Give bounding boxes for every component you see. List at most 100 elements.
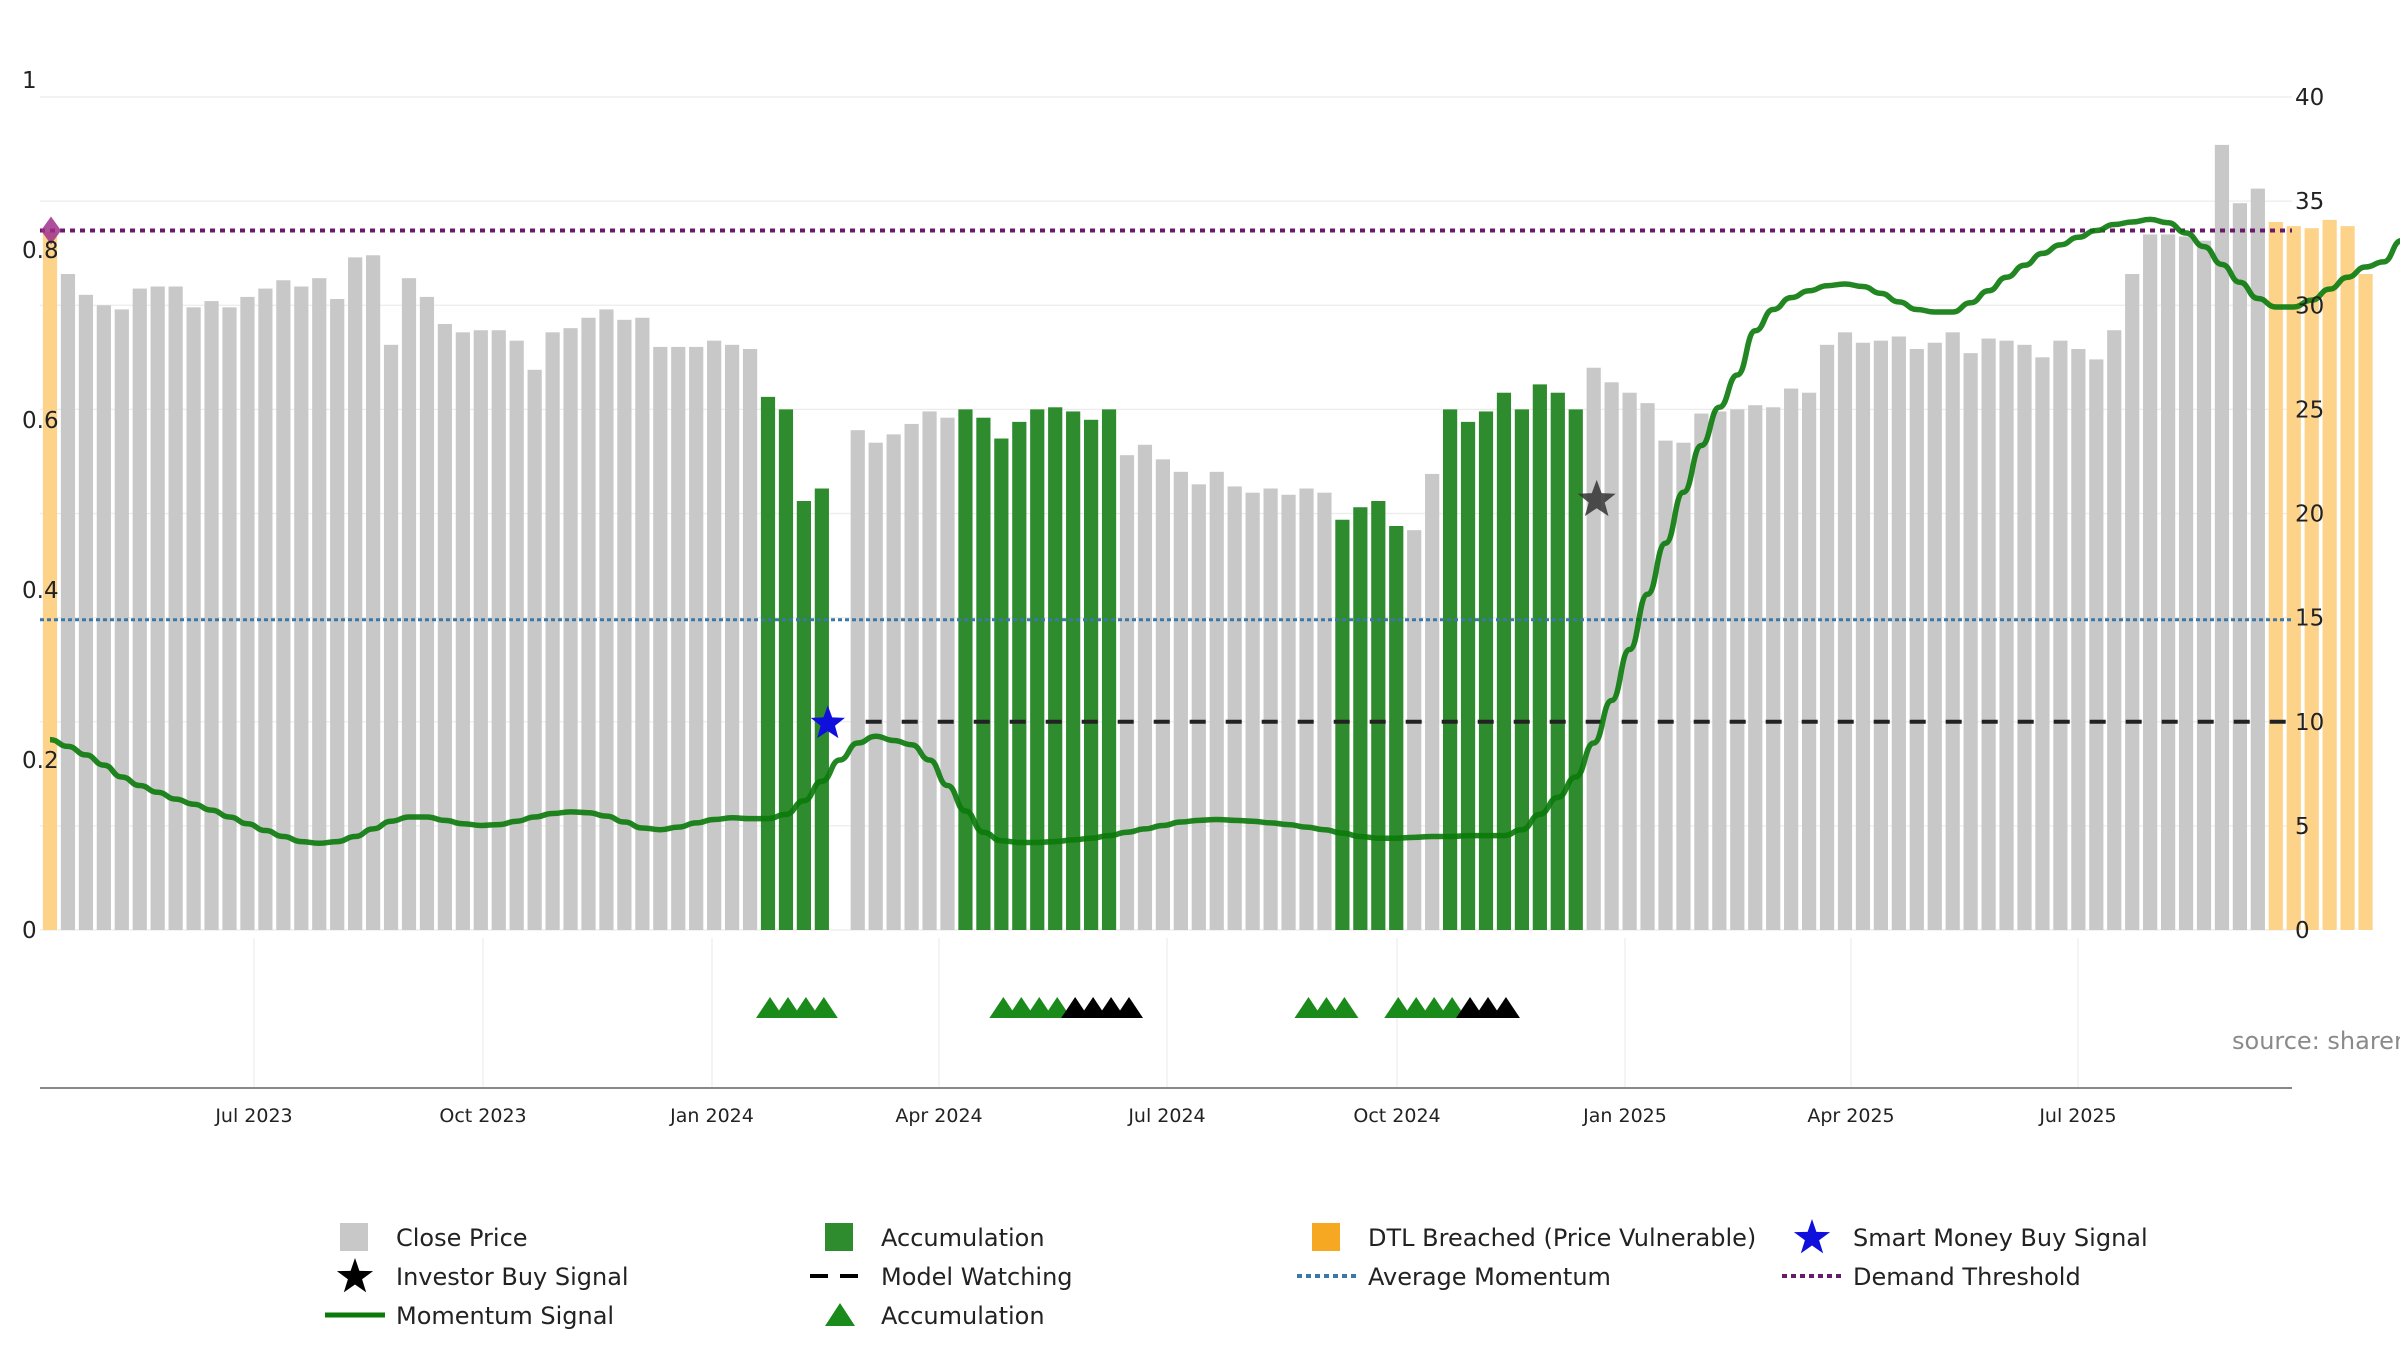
close-price-bar (258, 288, 273, 931)
close-price-bar (2161, 234, 2176, 930)
close-price-bar (1658, 440, 1673, 930)
close-price-bar (1712, 411, 1727, 930)
accumulation-bar (1443, 409, 1458, 930)
left-tick-label: 1 (22, 68, 37, 94)
close-price-bar (1999, 340, 2014, 931)
accumulation-triangle (989, 997, 1018, 1018)
close-price-bar (527, 369, 542, 930)
legend-accumulation-triangle-icon (825, 1303, 855, 1326)
accumulation-bar (1353, 507, 1368, 930)
close-price-bar (1604, 382, 1619, 930)
close-price-bar (1730, 409, 1745, 930)
legend-label: Smart Money Buy Signal (1853, 1224, 2148, 1252)
close-price-bar (1281, 494, 1296, 930)
close-price-bar (437, 323, 452, 930)
legend-accumulation-icon (825, 1223, 853, 1251)
x-tick-label: Jan 2024 (669, 1105, 754, 1127)
x-tick-label: Jul 2023 (214, 1105, 292, 1127)
close-price-bar (940, 417, 955, 931)
source-label: source: sharemaestro.com (2232, 1027, 2400, 1055)
accumulation-bar (778, 409, 794, 930)
close-price-bar (1407, 530, 1422, 930)
close-price-bar (1694, 413, 1709, 930)
close-price-bar (312, 278, 327, 930)
watch-triangle (1115, 997, 1143, 1018)
left-tick-label: 0.6 (22, 408, 59, 434)
close-price-bar (671, 346, 686, 930)
accumulation-bar (1101, 409, 1117, 930)
close-price-bar (2232, 203, 2247, 930)
legend-label: Accumulation (881, 1302, 1045, 1330)
accumulation-bar (976, 417, 991, 931)
x-tick-label: Jul 2024 (1127, 1105, 1205, 1127)
close-price-bar (725, 344, 740, 930)
close-price-bar (1873, 340, 1888, 931)
close-price-bar (617, 319, 632, 930)
right-tick-label: 10 (2295, 710, 2324, 736)
smart-money-buy-marker (810, 705, 845, 739)
accumulation-triangle (791, 997, 820, 1018)
close-price-bar (1748, 405, 1763, 931)
reference-lines (40, 228, 2292, 724)
momentum-signal-line (49, 216, 2400, 847)
accumulation-triangle (1420, 997, 1449, 1018)
accumulation-bar (1532, 384, 1547, 930)
accumulation-bar (958, 409, 973, 930)
legend-label: Accumulation (881, 1224, 1045, 1252)
right-tick-label: 25 (2295, 397, 2324, 423)
accumulation-bar (1048, 407, 1063, 931)
right-tick-label: 35 (2295, 189, 2324, 215)
right-tick-label: 30 (2295, 293, 2324, 319)
close-price-bar (2125, 274, 2140, 930)
investor-buy-marker (1577, 479, 1616, 517)
legend-label: Model Watching (881, 1263, 1073, 1291)
legend-investor-buy-icon (336, 1258, 374, 1293)
x-axis: Jul 2023 Oct 2023 Jan 2024 Apr 2024 Jul 2024… (40, 1087, 2292, 1127)
close-price-bar (1586, 367, 1601, 931)
close-price-bar (1245, 492, 1260, 930)
dtl-breached-bar (2322, 219, 2337, 930)
close-price-bar (599, 309, 614, 930)
close-price-bar (1837, 332, 1853, 930)
close-price-bar (96, 305, 111, 930)
close-price-bar (240, 296, 255, 930)
close-price-bar (383, 344, 399, 930)
x-tick-label: Apr 2024 (895, 1105, 982, 1127)
close-price-bar (1317, 492, 1332, 930)
close-price-bar (922, 411, 937, 930)
accumulation-triangle (1312, 997, 1341, 1018)
legend-dtl-icon (1312, 1223, 1340, 1251)
price-bars (42, 144, 2373, 931)
accumulation-triangle (1330, 997, 1359, 1018)
close-price-bar (330, 299, 345, 930)
accumulation-triangle (773, 997, 802, 1018)
close-price-bar (1209, 471, 1224, 930)
close-price-bar (2017, 344, 2032, 930)
close-price-bar (168, 286, 183, 930)
accumulation-triangle (1025, 997, 1054, 1018)
close-price-bar (2250, 188, 2265, 930)
right-tick-label: 0 (2295, 918, 2310, 944)
accumulation-bar (1496, 392, 1512, 931)
close-price-bar (1191, 484, 1206, 930)
close-price-bar (294, 286, 309, 930)
close-price-bar (1891, 336, 1906, 930)
close-price-bar (1819, 344, 1835, 930)
close-price-bar (2089, 359, 2104, 930)
accumulation-triangle (1294, 997, 1323, 1018)
close-price-bar (60, 274, 76, 930)
accumulation-bar (796, 501, 811, 930)
left-axis-ticks: 0 0.2 0.4 0.6 0.8 1 (22, 68, 59, 944)
close-price-bar (2214, 144, 2230, 930)
close-price-bar (563, 328, 578, 931)
accumulation-bar (814, 488, 829, 930)
close-price-bar (366, 255, 381, 930)
close-price-bar (491, 330, 506, 930)
legend-smart-money-icon (1793, 1219, 1831, 1254)
close-price-bar (2196, 240, 2212, 930)
close-price-bar (904, 423, 919, 930)
accumulation-bar (1568, 409, 1583, 930)
close-price-bar (868, 442, 883, 930)
right-tick-label: 5 (2295, 814, 2310, 840)
accumulation-bar (1012, 421, 1027, 930)
